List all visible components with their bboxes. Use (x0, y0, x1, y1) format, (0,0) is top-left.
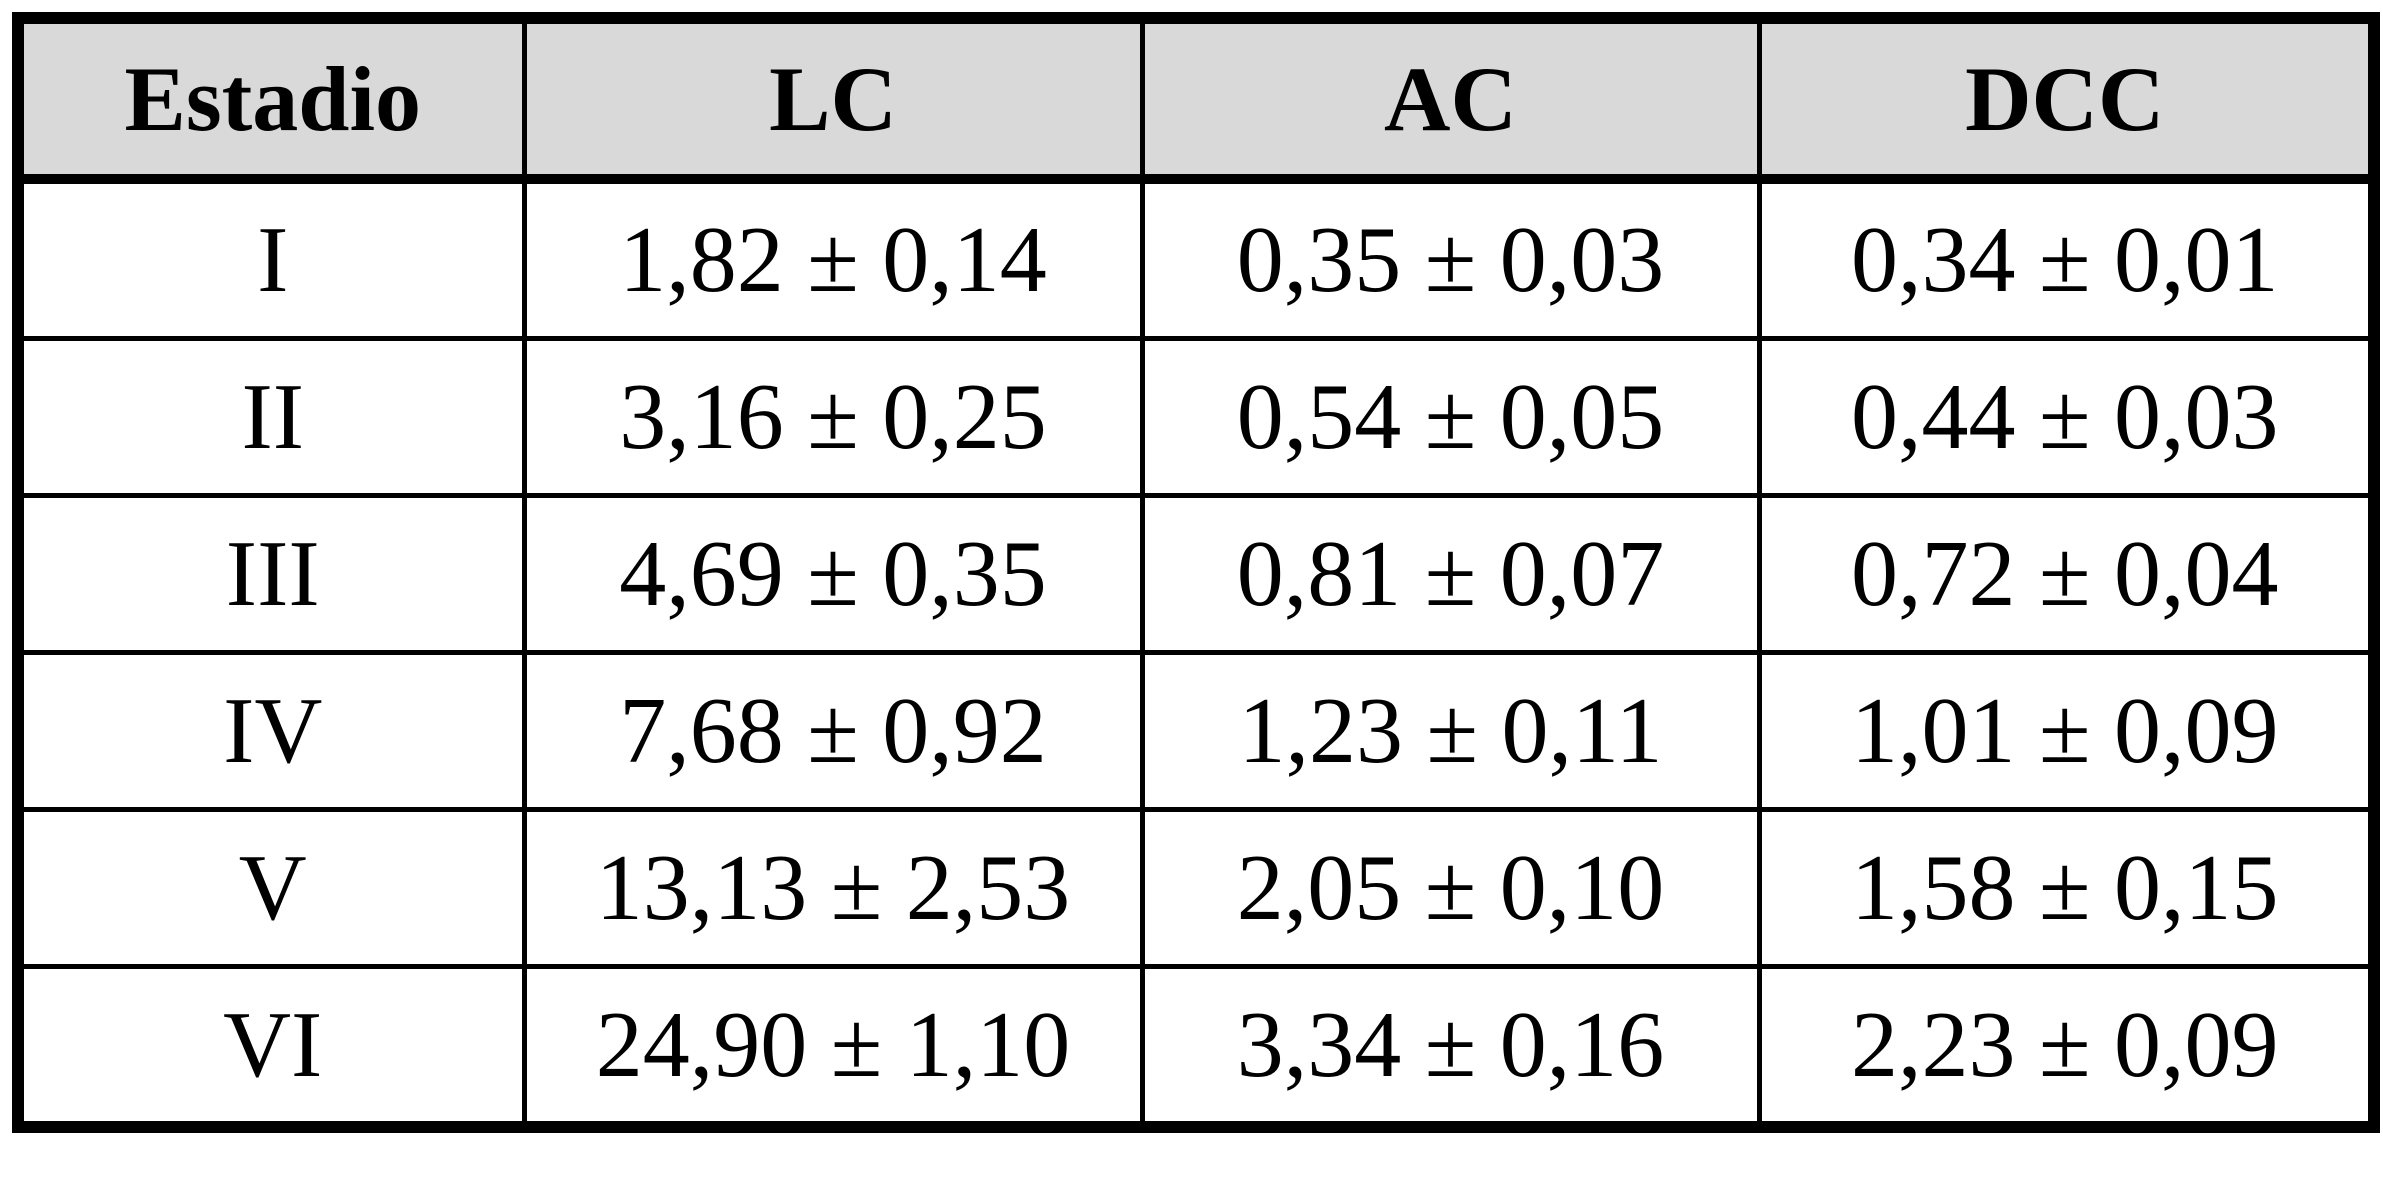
header-cell: Estadio (15, 15, 527, 184)
value-cell: 24,90 ± 1,10 (521, 964, 1145, 1130)
value-cell: 7,68 ± 0,92 (521, 650, 1145, 812)
stage-cell: III (15, 493, 527, 655)
value-cell: 2,05 ± 0,10 (1139, 807, 1762, 969)
value-cell: 0,44 ± 0,03 (1756, 336, 2377, 498)
table-row: IV 7,68 ± 0,92 1,23 ± 0,11 1,01 ± 0,09 (15, 650, 2377, 812)
table-row: VI 24,90 ± 1,10 3,34 ± 0,16 2,23 ± 0,09 (15, 964, 2377, 1130)
table-row: II 3,16 ± 0,25 0,54 ± 0,05 0,44 ± 0,03 (15, 336, 2377, 498)
value-cell: 2,23 ± 0,09 (1756, 964, 2377, 1130)
value-cell: 0,72 ± 0,04 (1756, 493, 2377, 655)
value-cell: 0,54 ± 0,05 (1139, 336, 1762, 498)
value-cell: 1,01 ± 0,09 (1756, 650, 2377, 812)
value-cell: 4,69 ± 0,35 (521, 493, 1145, 655)
header-row: Estadio LC AC DCC (15, 15, 2377, 184)
value-cell: 1,23 ± 0,11 (1139, 650, 1762, 812)
value-cell: 3,16 ± 0,25 (521, 336, 1145, 498)
value-cell: 0,35 ± 0,03 (1139, 176, 1762, 341)
stage-cell: I (15, 176, 527, 341)
value-cell: 1,82 ± 0,14 (521, 176, 1145, 341)
table-header: Estadio LC AC DCC (15, 15, 2377, 184)
value-cell: 0,81 ± 0,07 (1139, 493, 1762, 655)
stage-cell: II (15, 336, 527, 498)
stage-cell: VI (15, 964, 527, 1130)
value-cell: 13,13 ± 2,53 (521, 807, 1145, 969)
value-cell: 0,34 ± 0,01 (1756, 176, 2377, 341)
header-cell: DCC (1756, 15, 2377, 184)
stage-cell: IV (15, 650, 527, 812)
value-cell: 3,34 ± 0,16 (1139, 964, 1762, 1130)
value-cell: 1,58 ± 0,15 (1756, 807, 2377, 969)
table-row: V 13,13 ± 2,53 2,05 ± 0,10 1,58 ± 0,15 (15, 807, 2377, 969)
table-row: I 1,82 ± 0,14 0,35 ± 0,03 0,34 ± 0,01 (15, 176, 2377, 341)
table-row: III 4,69 ± 0,35 0,81 ± 0,07 0,72 ± 0,04 (15, 493, 2377, 655)
table-body: I 1,82 ± 0,14 0,35 ± 0,03 0,34 ± 0,01 II 3,16… (15, 176, 2377, 1130)
stage-cell: V (15, 807, 527, 969)
data-table: Estadio LC AC DCC I 1,82 ± 0,14 0,35 ± 0,03 0,… (12, 12, 2380, 1133)
header-cell: LC (521, 15, 1145, 184)
header-cell: AC (1139, 15, 1762, 184)
